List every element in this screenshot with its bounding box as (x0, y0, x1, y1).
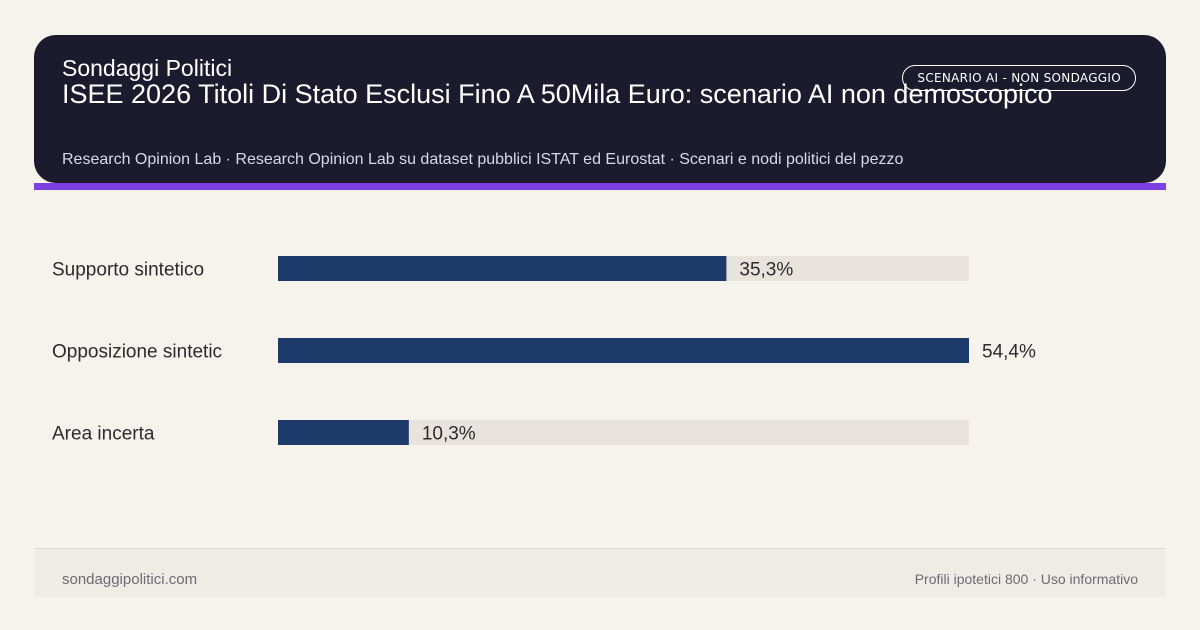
bar (278, 256, 727, 281)
brand-name: Sondaggi Politici (62, 55, 233, 81)
footer: sondaggipolitici.com Profili ipotetici 8… (34, 548, 1166, 597)
value-label: 54,4% (982, 342, 1036, 363)
scenario-badge: SCENARIO AI - NON SONDAGGIO (902, 65, 1136, 91)
category-label: Area incerta (52, 424, 155, 445)
category-label: Opposizione sintetic (52, 342, 222, 363)
header-panel: SCENARIO AI - NON SONDAGGIO Sondaggi Pol… (34, 35, 1166, 183)
page-subtitle: Research Opinion Lab · Research Opinion … (62, 151, 904, 168)
bar (278, 338, 969, 363)
footer-site-link[interactable]: sondaggipolitici.com (62, 571, 198, 588)
value-label: 10,3% (422, 424, 476, 445)
bar (278, 420, 409, 445)
value-label: 35,3% (739, 260, 793, 281)
footer-note: Profili ipotetici 800 · Uso informativo (914, 571, 1138, 587)
page-title: ISEE 2026 Titoli Di Stato Esclusi Fino A… (62, 79, 1053, 109)
header-accent-bar (34, 183, 1166, 190)
category-label: Supporto sintetico (52, 260, 204, 281)
